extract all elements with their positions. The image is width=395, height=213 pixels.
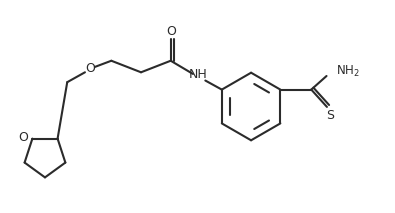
Text: O: O	[85, 62, 95, 75]
Text: O: O	[19, 131, 28, 144]
Text: O: O	[167, 24, 177, 37]
Text: NH$_2$: NH$_2$	[336, 64, 360, 79]
Text: S: S	[326, 109, 334, 122]
Text: NH: NH	[189, 68, 208, 81]
